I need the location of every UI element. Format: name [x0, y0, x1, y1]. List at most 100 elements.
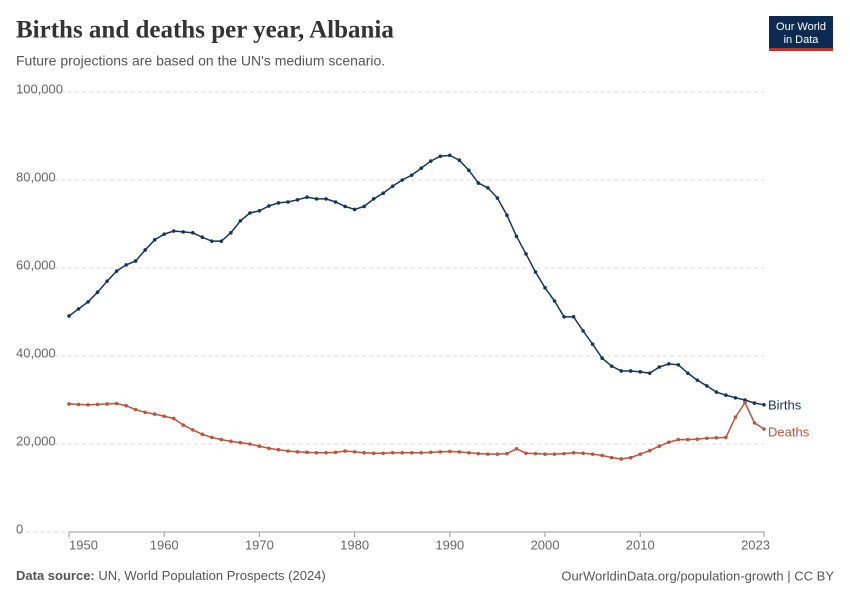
data-point	[428, 159, 433, 163]
data-point	[390, 451, 395, 455]
data-point	[733, 396, 738, 400]
data-point	[219, 437, 224, 442]
data-point	[257, 209, 262, 213]
data-point	[219, 239, 224, 243]
data-point	[647, 448, 652, 453]
data-point	[314, 451, 319, 455]
data-point	[229, 439, 233, 444]
data-point	[695, 378, 700, 383]
data-point	[714, 436, 719, 440]
x-tick-label: 2010	[626, 537, 655, 552]
data-point	[333, 450, 338, 455]
data-point	[609, 364, 614, 368]
data-point	[419, 451, 424, 455]
data-point	[210, 239, 214, 243]
data-point	[686, 371, 690, 375]
data-point	[676, 437, 681, 442]
data-point	[533, 270, 538, 274]
data-point	[695, 437, 700, 441]
y-tick-label: 60,000	[16, 257, 56, 272]
data-point	[267, 446, 271, 451]
data-point	[190, 428, 195, 432]
data-point	[686, 437, 690, 442]
x-tick-label: 1990	[435, 537, 464, 552]
data-point	[133, 259, 138, 263]
data-point	[352, 450, 357, 454]
data-point	[524, 252, 528, 256]
data-point	[438, 154, 443, 159]
data-point	[286, 200, 290, 204]
data-point	[600, 356, 604, 361]
data-point	[457, 450, 462, 454]
legend-label: Deaths	[768, 424, 810, 439]
data-point	[619, 457, 623, 461]
data-point	[105, 402, 109, 406]
data-point	[162, 414, 167, 419]
data-point	[486, 452, 490, 456]
data-point	[543, 286, 547, 290]
data-point	[381, 191, 385, 195]
data-point	[752, 421, 757, 425]
data-point	[495, 452, 500, 456]
chart-title: Births and deaths per year, Albania	[16, 17, 394, 44]
data-point	[143, 410, 147, 415]
data-point	[95, 402, 100, 407]
y-tick-label: 80,000	[16, 169, 56, 184]
data-point	[514, 234, 519, 239]
data-point	[762, 403, 766, 407]
data-point	[324, 451, 328, 455]
data-point	[467, 168, 471, 173]
data-point	[229, 231, 233, 235]
logo-box	[769, 16, 833, 50]
data-point	[95, 290, 100, 295]
data-point	[657, 444, 662, 449]
data-point	[562, 315, 566, 319]
source-text: UN, World Population Prospects (2024)	[98, 568, 325, 583]
data-point	[438, 450, 443, 454]
data-point	[267, 204, 271, 208]
data-point	[86, 300, 90, 304]
data-point	[657, 365, 662, 369]
data-point	[105, 279, 109, 284]
source-url[interactable]: OurWorldinData.org/population-growth | C…	[561, 568, 834, 583]
data-point	[238, 440, 243, 445]
data-point	[524, 451, 528, 456]
data-point	[171, 416, 176, 421]
data-point	[743, 400, 747, 405]
data-point	[76, 307, 81, 311]
data-point	[67, 314, 71, 318]
data-point	[752, 401, 757, 405]
data-point	[67, 402, 71, 406]
data-point	[705, 436, 709, 441]
data-point	[552, 452, 557, 456]
data-point	[190, 231, 195, 235]
y-tick-label: 0	[16, 521, 23, 536]
logo[interactable]: Our World in Data	[769, 16, 833, 51]
data-point	[552, 299, 557, 303]
data-point	[476, 451, 481, 456]
data-point	[562, 451, 566, 456]
data-point	[286, 449, 290, 453]
data-point	[638, 370, 643, 374]
data-point	[486, 186, 490, 190]
data-point	[152, 238, 157, 242]
data-point	[409, 173, 414, 177]
data-point	[543, 452, 547, 456]
data-point	[419, 166, 424, 170]
data-point	[390, 184, 395, 188]
data-point	[152, 412, 157, 416]
data-point	[143, 248, 147, 252]
data-point	[428, 450, 433, 455]
data-point	[114, 401, 119, 406]
data-point	[448, 153, 452, 158]
x-tick-label: 1980	[340, 537, 369, 552]
data-point	[409, 451, 414, 455]
data-point	[238, 219, 243, 223]
data-point	[505, 213, 509, 217]
y-tick-label: 40,000	[16, 345, 56, 360]
data-point	[114, 269, 119, 273]
data-point	[743, 398, 747, 402]
data-point	[724, 393, 728, 397]
data-point	[448, 449, 452, 454]
